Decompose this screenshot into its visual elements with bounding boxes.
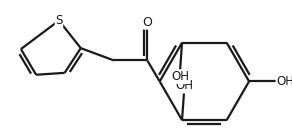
Text: OH: OH [175,79,193,92]
Text: S: S [55,14,62,27]
Text: OH: OH [171,70,189,83]
Text: OH: OH [276,75,292,88]
Text: O: O [142,16,152,29]
